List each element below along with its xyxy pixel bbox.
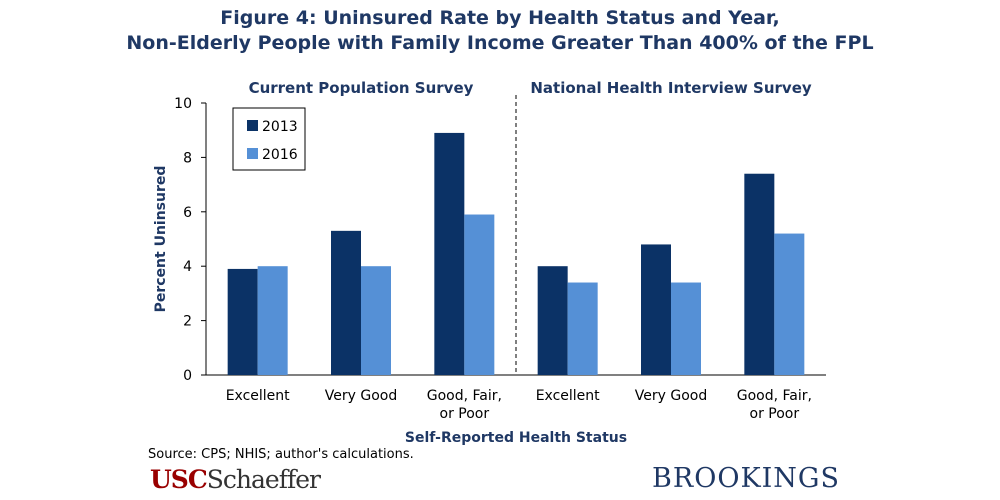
y-tick-label: 8 <box>183 150 192 166</box>
chart-title-line-2: Non-Elderly People with Family Income Gr… <box>126 32 874 54</box>
x-tick-label: Very Good <box>325 388 397 404</box>
legend-box <box>232 107 306 171</box>
bar-2016-cps-1 <box>361 266 391 375</box>
x-axis-label: Self-Reported Health Status <box>405 430 627 446</box>
bar-2016-nhis-1 <box>671 282 701 375</box>
chart-title-line-1: Figure 4: Uninsured Rate by Health Statu… <box>220 7 780 29</box>
schaeffer-logo-text: Schaeffer <box>206 465 321 494</box>
bar-2016-nhis-0 <box>567 282 598 375</box>
y-tick-label: 4 <box>183 259 192 275</box>
x-tick-label: Good, Fair, <box>737 388 812 404</box>
x-tick-label: or Poor <box>750 406 800 422</box>
x-tick-label: or Poor <box>440 406 490 422</box>
x-tick-label: Very Good <box>635 388 707 404</box>
y-tick-label: 2 <box>183 314 192 330</box>
bar-2013-nhis-1 <box>641 244 671 375</box>
legend-label-2016: 2016 <box>262 147 298 163</box>
usc-logo-text: USC <box>150 465 208 494</box>
legend-label-2013: 2013 <box>262 119 298 135</box>
bar-2013-nhis-0 <box>537 266 568 375</box>
usc-schaeffer-logo: USCSchaeffer <box>150 465 321 494</box>
legend-swatch-2013 <box>247 120 258 131</box>
x-tick-label: Excellent <box>536 388 600 404</box>
chart-title: Figure 4: Uninsured Rate by Health Statu… <box>0 6 1000 56</box>
y-tick-label: 10 <box>174 96 192 112</box>
bar-2013-cps-1 <box>331 230 361 375</box>
bar-2016-nhis-2 <box>774 233 805 375</box>
brookings-logo: BROOKINGS <box>652 463 840 494</box>
bar-2013-cps-2 <box>434 132 465 375</box>
legend-swatch-2016 <box>247 148 258 159</box>
bar-2016-cps-2 <box>464 214 495 375</box>
panel-title: Current Population Survey <box>249 79 474 97</box>
y-tick-label: 6 <box>183 205 192 221</box>
bar-2013-nhis-2 <box>744 173 775 375</box>
bar-2013-cps-0 <box>227 268 258 375</box>
y-axis-label: Percent Uninsured <box>153 166 169 313</box>
y-tick-label: 0 <box>183 368 192 384</box>
bar-2016-cps-0 <box>257 266 288 375</box>
x-tick-label: Good, Fair, <box>427 388 502 404</box>
source-note: Source: CPS; NHIS; author's calculations… <box>148 447 414 462</box>
panel-title: National Health Interview Survey <box>530 79 812 97</box>
x-tick-label: Excellent <box>226 388 290 404</box>
